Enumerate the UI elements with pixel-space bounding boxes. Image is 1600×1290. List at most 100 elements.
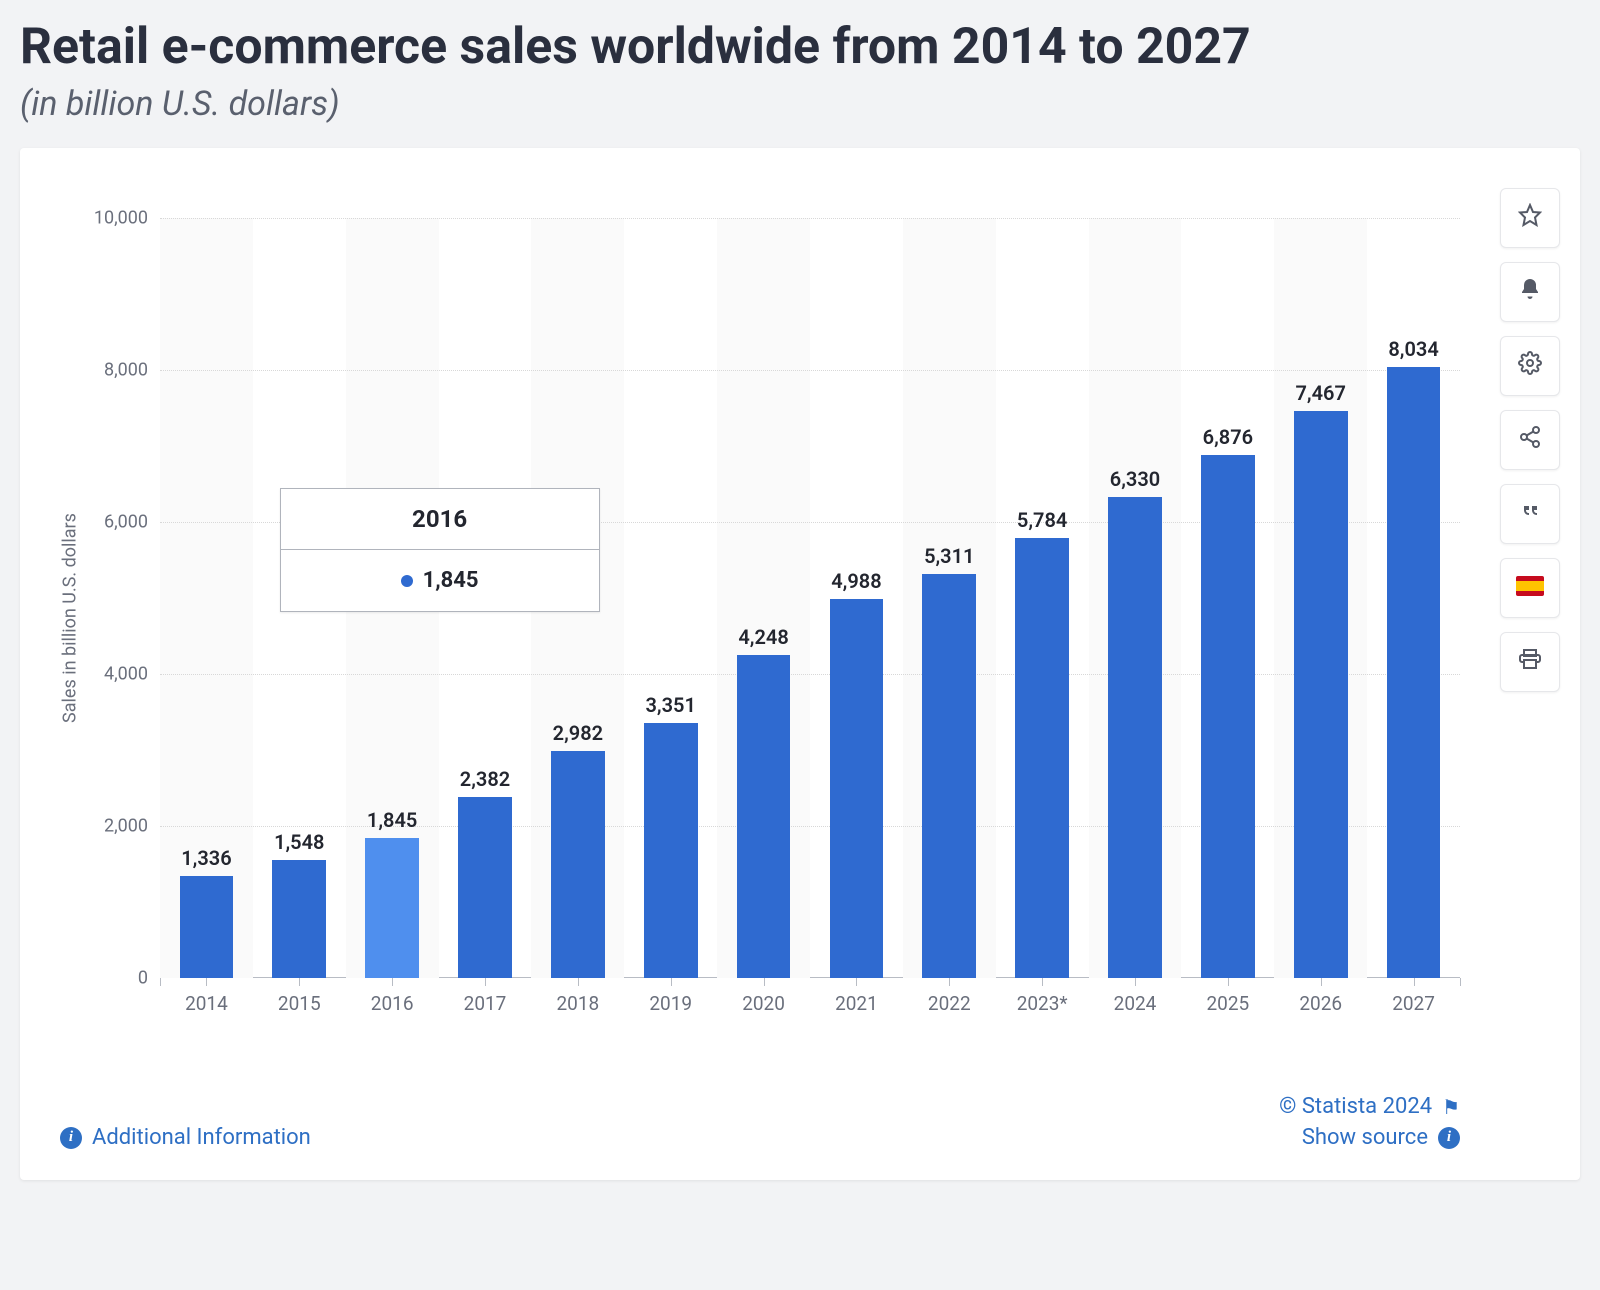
x-tick-mark [764,978,765,986]
quote-icon [1518,499,1542,529]
bell-icon [1518,277,1542,307]
page-subtitle: (in billion U.S. dollars) [20,84,1580,124]
bar-value-label: 5,784 [1015,508,1069,532]
tooltip-dot-icon [401,575,413,587]
x-tick-mark [485,978,486,986]
print-button[interactable] [1500,632,1560,692]
bar-value-label: 2,382 [458,767,512,791]
bar[interactable]: 2,982 [551,751,605,978]
bar[interactable]: 2,382 [458,797,512,978]
bar[interactable]: 5,784 [1015,538,1069,978]
x-tick-mark [299,978,300,986]
x-tick-label: 2022 [928,992,971,1015]
bar-value-label: 8,034 [1387,337,1441,361]
x-tick-mark [949,978,950,986]
info-icon: i [60,1127,82,1149]
bar-value-label: 3,351 [644,693,698,717]
bar-value-label: 1,336 [180,846,234,870]
y-tick-label: 4,000 [104,664,148,685]
bar-value-label: 6,876 [1201,425,1255,449]
print-icon [1518,647,1542,677]
x-tick-mark [160,978,161,986]
x-tick-label: 2017 [464,992,507,1015]
x-tick-mark [1135,978,1136,986]
grid-line [160,674,1460,675]
bar-value-label: 2,982 [551,721,605,745]
x-tick-mark [578,978,579,986]
x-tick-label: 2020 [742,992,785,1015]
notify-button[interactable] [1500,262,1560,322]
bar-value-label: 6,330 [1108,467,1162,491]
flag-es-icon [1516,574,1544,602]
tooltip-category: 2016 [281,489,599,550]
bar-value-label: 1,845 [365,808,419,832]
share-icon [1518,425,1542,455]
cite-button[interactable] [1500,484,1560,544]
bar-value-label: 4,248 [737,625,791,649]
additional-information-label: Additional Information [92,1125,311,1150]
x-tick-label: 2027 [1392,992,1435,1015]
x-tick-mark [1228,978,1229,986]
y-tick-label: 2,000 [104,816,148,837]
tooltip-value: 1,845 [281,550,599,611]
star-icon [1518,203,1542,233]
copyright-text: © Statista 2024 [1279,1094,1432,1119]
x-tick-mark [1460,978,1461,986]
y-tick-label: 0 [138,968,148,989]
copyright-row: © Statista 2024 ⚑ [1279,1094,1460,1119]
bar[interactable]: 5,311 [922,574,976,978]
bar[interactable]: 6,330 [1108,497,1162,978]
x-tick-mark [1042,978,1043,986]
grid-line [160,370,1460,371]
bar[interactable]: 1,548 [272,860,326,978]
x-tick-label: 2026 [1299,992,1342,1015]
x-tick-label: 2024 [1114,992,1157,1015]
bar-value-label: 1,548 [272,830,326,854]
x-tick-mark [856,978,857,986]
page-title: Retail e-commerce sales worldwide from 2… [20,18,1580,76]
share-button[interactable] [1500,410,1560,470]
x-tick-label: 2025 [1206,992,1249,1015]
bar[interactable]: 8,034 [1387,367,1441,978]
x-tick-label: 2023* [1017,992,1068,1015]
x-tick-label: 2018 [556,992,599,1015]
x-tick-mark [1414,978,1415,986]
x-tick-mark [671,978,672,986]
x-tick-mark [1321,978,1322,986]
show-source-link[interactable]: Show source i [1279,1125,1460,1150]
bar-value-label: 7,467 [1294,381,1348,405]
x-tick-mark [392,978,393,986]
y-tick-label: 6,000 [104,512,148,533]
bar[interactable]: 6,876 [1201,455,1255,978]
language-es-button[interactable] [1500,558,1560,618]
x-tick-label: 2021 [835,992,878,1015]
bar[interactable]: 1,336 [180,876,234,978]
gear-icon [1518,351,1542,381]
x-tick-label: 2014 [185,992,228,1015]
bar[interactable]: 1,845 [365,838,419,978]
bar[interactable]: 4,988 [830,599,884,978]
x-tick-mark [206,978,207,986]
x-tick-label: 2015 [278,992,321,1015]
favorite-button[interactable] [1500,188,1560,248]
chart-panel: Sales in billion U.S. dollars 02,0004,00… [20,148,1580,1180]
bar[interactable]: 7,467 [1294,411,1348,978]
tooltip: 20161,845 [280,488,600,612]
x-tick-label: 2019 [649,992,692,1015]
bar-value-label: 5,311 [922,544,976,568]
y-tick-label: 10,000 [94,208,148,229]
side-toolbar [1500,188,1560,692]
y-axis-title: Sales in billion U.S. dollars [60,513,81,723]
grid-line [160,826,1460,827]
flag-icon[interactable]: ⚑ [1442,1095,1460,1119]
additional-information-link[interactable]: i Additional Information [60,1125,311,1150]
settings-button[interactable] [1500,336,1560,396]
y-tick-label: 8,000 [104,360,148,381]
plot-area: 02,0004,0006,0008,00010,0001,33620141,54… [160,218,1460,978]
bar[interactable]: 4,248 [737,655,791,978]
info-icon: i [1438,1127,1460,1149]
show-source-label: Show source [1302,1125,1428,1150]
bar[interactable]: 3,351 [644,723,698,978]
grid-line [160,218,1460,219]
x-tick-label: 2016 [371,992,414,1015]
